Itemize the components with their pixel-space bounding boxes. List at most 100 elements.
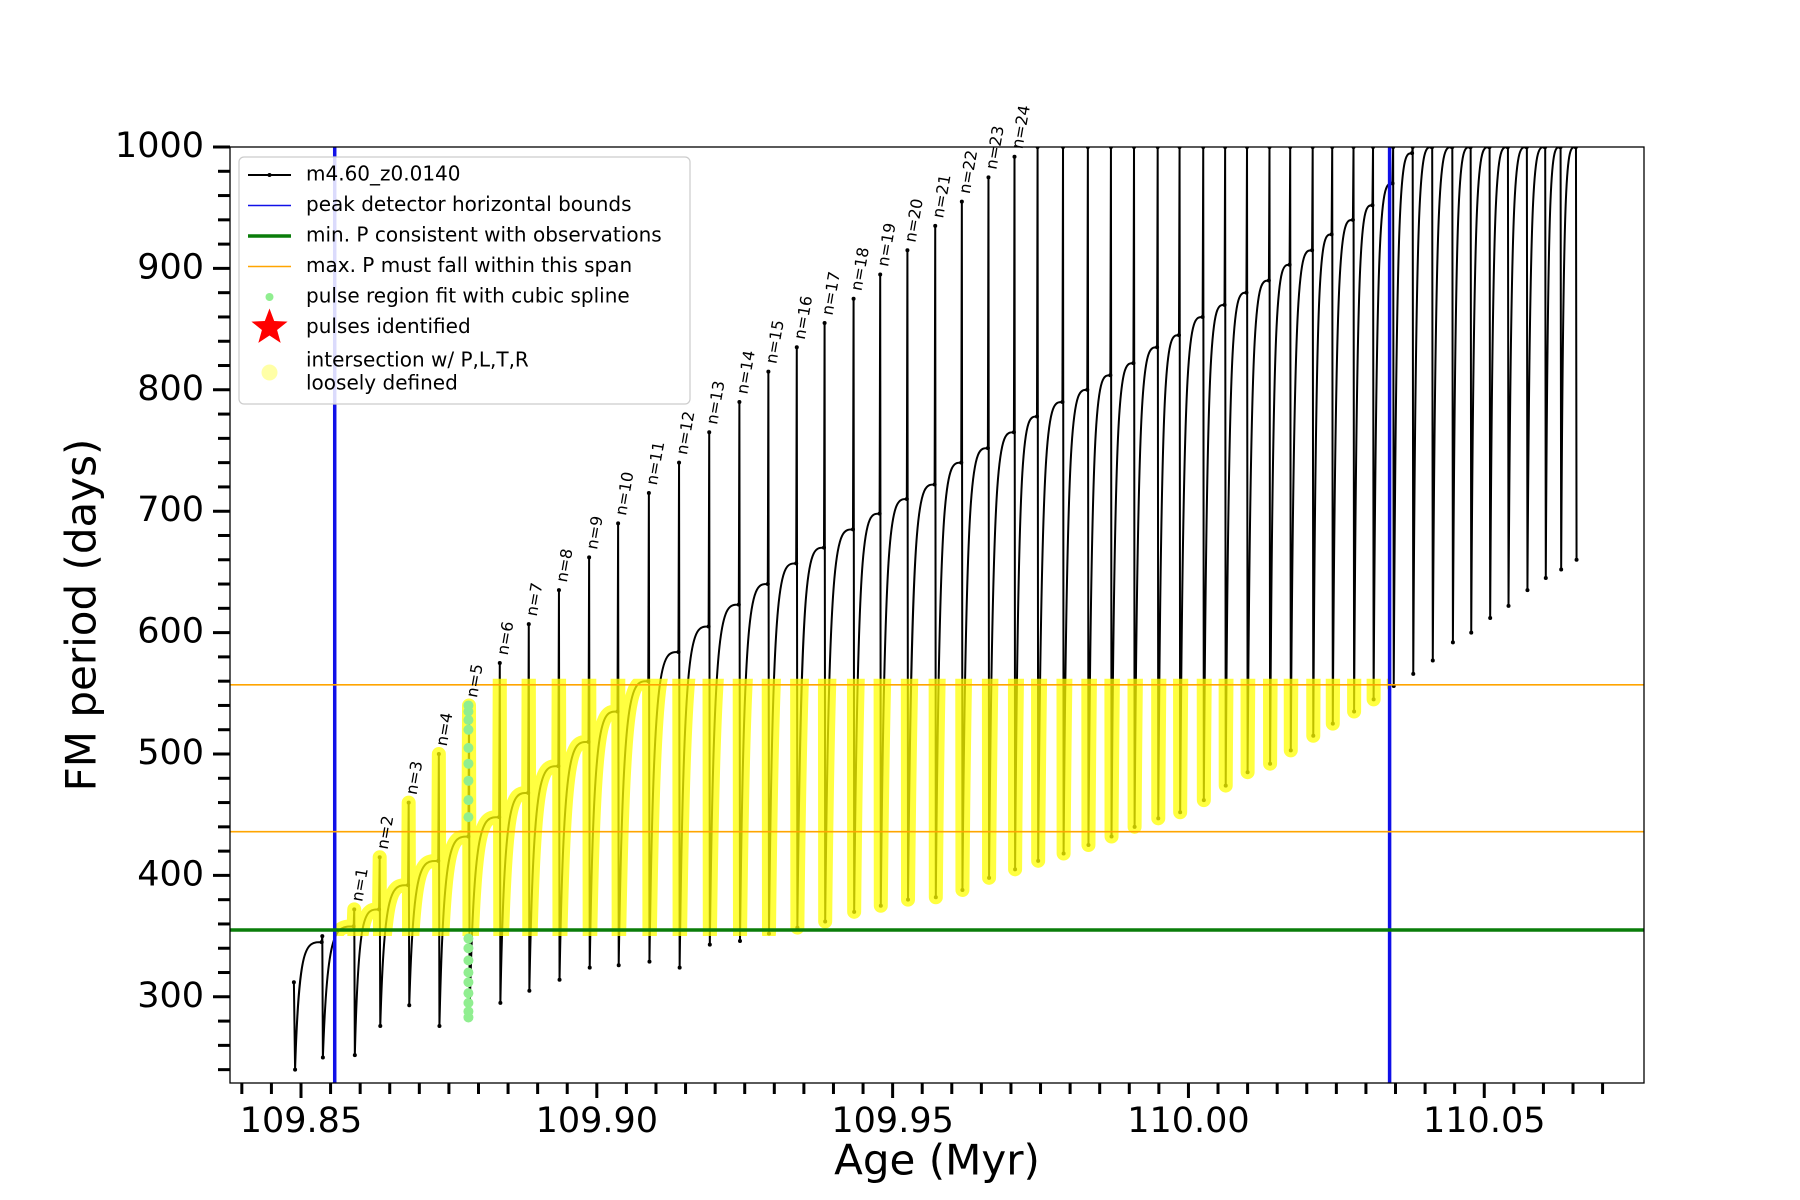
scatter-point [463,724,474,735]
legend-marker [251,308,288,343]
series-point [646,490,651,495]
series-point [437,1023,442,1028]
series-point [557,977,562,982]
series-point [556,588,561,593]
series-point [527,988,532,993]
legend-label: max. P must fall within this span [306,253,632,277]
series-point [291,980,296,985]
scatter-point [463,955,474,966]
series-point [932,482,937,487]
series-point [1222,302,1227,307]
series-point [822,321,827,326]
series-point [1108,373,1113,378]
y-tick-label: 300 [137,976,204,1016]
scatter-point [463,943,474,954]
scatter-point [463,977,474,988]
series-point [904,497,909,502]
series-point [707,430,712,435]
x-axis-label: Age (Myr) [834,1136,1040,1185]
y-tick-label: 400 [137,854,204,894]
series-point [707,942,712,947]
scatter-point [463,967,474,978]
series-point [1488,616,1493,621]
series-point [1060,399,1065,404]
y-tick-label: 800 [137,369,204,409]
series-point [1559,567,1564,572]
series-point [877,511,882,516]
series-point [985,446,990,451]
legend-label: pulse region fit with cubic spline [306,284,630,308]
series-point [1370,203,1375,208]
y-tick-label: 500 [137,733,204,773]
y-tick-label: 1000 [115,126,204,166]
legend-label: peak detector horizontal bounds [306,192,632,216]
series-point [1574,557,1579,562]
series-point [587,965,592,970]
scatter-point [463,700,474,711]
scatter-point [463,1006,474,1017]
series-point [319,940,324,945]
x-tick-label: 109.90 [536,1101,658,1141]
series-point [851,296,856,301]
scatter-point [463,742,474,753]
series-point [1244,290,1249,295]
axes-frame [229,146,1645,1084]
legend-marker [261,364,278,381]
series-point [878,272,883,277]
series-point [1430,658,1435,663]
series-point [352,1053,357,1058]
series-point [1131,361,1136,366]
series-point [959,199,964,204]
series-point [647,959,652,964]
series-point [986,175,991,180]
series-point [1411,671,1416,676]
series-point [794,561,799,566]
legend-label: min. P consistent with observations [306,223,662,247]
series-point [905,248,910,253]
series-point [677,965,682,970]
series-point [587,555,592,560]
series-point [765,582,770,587]
scatter-point [463,812,474,823]
series-point [933,223,938,228]
legend-label: intersection w/ P,L,T,R loosely defined [306,347,529,394]
x-tick-label: 109.95 [831,1101,953,1141]
series-point [677,460,682,465]
series-point [766,369,771,374]
x-tick-label: 110.00 [1127,1101,1249,1141]
series-point [320,1055,325,1060]
y-tick-label: 700 [137,490,204,530]
series-point [794,345,799,350]
scatter-point [463,933,474,944]
series-point [1410,151,1415,156]
series-point [737,399,742,404]
legend-marker [265,293,274,301]
series-point [706,624,711,629]
series-point [1506,603,1511,608]
series-point [1012,154,1017,159]
series-point [676,650,681,655]
legend-label: m4.60_z0.0140 [306,162,461,186]
series-point [1350,217,1355,222]
legend-box [238,156,691,405]
scatter-point [463,997,474,1008]
scatter-point [463,795,474,806]
scatter-point [463,715,474,726]
series-point [1329,232,1334,237]
highlight-band [334,678,1390,937]
series-point [1525,588,1530,593]
series-point [1176,333,1181,338]
series-point [1011,430,1016,435]
series-point [1543,575,1548,580]
y-axis-label: FM period (days) [57,439,106,792]
series-point [1287,262,1292,267]
scatter-point [463,775,474,786]
legend-label: pulses identified [306,314,471,338]
series-point [497,660,502,665]
series-point [1085,387,1090,392]
series-point [959,460,964,465]
series-point [737,938,742,943]
series-point [850,527,855,532]
legend-marker-dot [267,173,272,177]
